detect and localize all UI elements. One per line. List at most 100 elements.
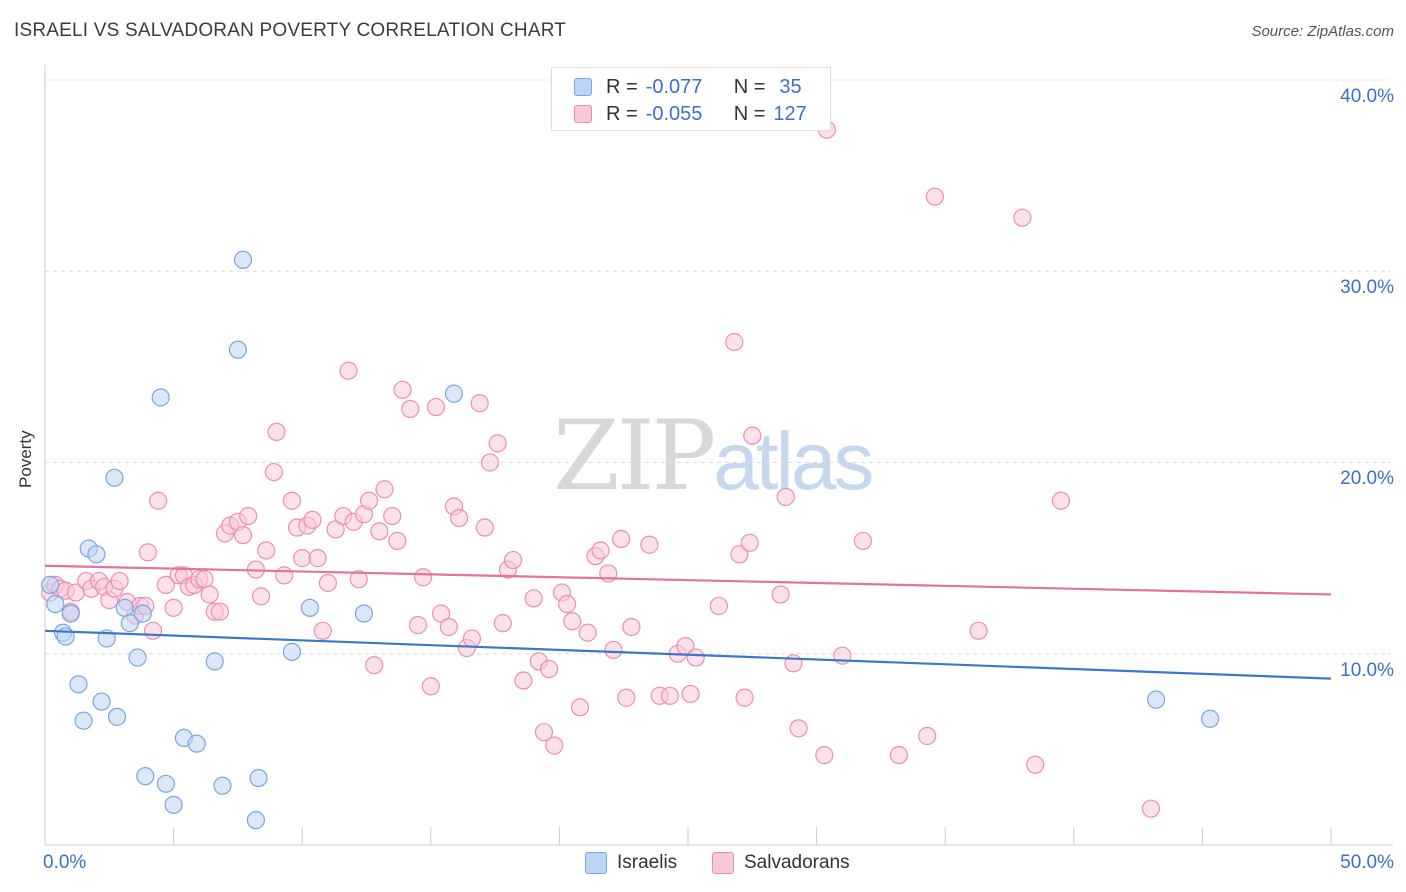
watermark-zip: ZIP <box>553 400 716 512</box>
salvadorans-point <box>264 462 284 482</box>
n-value: 127 <box>773 102 807 125</box>
salvadorans-point <box>200 585 219 604</box>
salvadorans-point <box>776 487 795 507</box>
israelis-point <box>1201 709 1220 728</box>
salvadorans-point <box>251 587 271 606</box>
salvadorans-point <box>514 671 533 690</box>
israelis-point <box>87 545 106 564</box>
salvadorans-point <box>318 573 338 593</box>
israelis-point <box>205 652 224 671</box>
salvadorans-point <box>604 640 623 660</box>
salvadorans-point <box>365 656 384 675</box>
salvadorans-point <box>1013 208 1032 227</box>
israelis-point <box>233 250 253 269</box>
israelis-point <box>300 598 320 617</box>
salvadorans-point <box>563 612 582 631</box>
salvadorans-point <box>771 585 790 604</box>
salvadorans-point <box>462 629 482 648</box>
israelis-point <box>164 795 183 814</box>
salvadorans-point <box>239 506 258 526</box>
legend-row-salvadorans: R = -0.055 N = 127 <box>574 101 807 127</box>
israelis-point <box>151 388 170 407</box>
r-value: -0.055 <box>645 102 703 125</box>
israelis-point <box>187 734 206 753</box>
salvadorans-point <box>853 531 872 551</box>
israelis-point <box>107 707 127 726</box>
salvadorans-point <box>1141 799 1161 818</box>
r-label: R = <box>606 102 638 125</box>
salvadorans-point <box>313 621 332 640</box>
watermark-atlas: atlas <box>713 416 874 507</box>
salvadorans-point <box>889 746 909 765</box>
salvadorans-point <box>421 677 440 696</box>
salvadorans-point <box>408 615 428 635</box>
salvadorans-point <box>388 531 407 551</box>
salvadorans-point <box>534 723 554 742</box>
salvadorans-point <box>918 726 937 746</box>
israelis-point <box>213 776 232 795</box>
salvadorans-point <box>725 332 744 352</box>
salvadorans-point <box>709 596 728 616</box>
n-value: 35 <box>779 75 802 98</box>
salvadorans-point <box>617 688 636 707</box>
israelis-point <box>115 598 134 617</box>
israelis-point <box>282 642 302 661</box>
salvadorans-point <box>558 594 577 614</box>
salvadorans-point <box>1026 755 1045 774</box>
salvadorans-point <box>488 434 507 453</box>
salvadorans-point <box>375 480 394 499</box>
salvadorans-point <box>195 570 214 589</box>
salvadorans-point <box>740 533 759 552</box>
grid-layer <box>45 79 1391 655</box>
israelis-point <box>249 768 268 788</box>
y-tick-label-40: 40.0% <box>1340 86 1394 107</box>
israelis-point <box>228 340 247 359</box>
salvadorans-point <box>570 698 590 717</box>
salvadorans-point <box>349 570 368 589</box>
salvadorans-point <box>401 399 420 419</box>
salvadorans-point <box>156 575 175 595</box>
israelis-point <box>46 594 65 614</box>
salvadorans-point <box>233 526 253 545</box>
salvadorans-point <box>493 614 512 633</box>
salvadorans-point <box>149 491 168 510</box>
salvadorans-point <box>138 543 157 562</box>
salvadorans-point <box>475 518 494 537</box>
israelis-point <box>136 767 155 786</box>
salvadorans-point <box>275 566 294 585</box>
salvadorans-point <box>504 550 523 570</box>
israelis-trend-line <box>44 629 1332 680</box>
israelis-point <box>354 604 374 623</box>
salvadorans-point <box>815 746 834 765</box>
israelis-point <box>41 575 60 595</box>
y-axis-label: Poverty <box>16 430 35 488</box>
israelis-point <box>156 774 175 793</box>
salvadorans-point <box>612 529 631 549</box>
salvadorans-point <box>686 648 705 667</box>
salvadorans-point <box>110 571 129 591</box>
israelis-point <box>120 614 139 633</box>
salvadorans-point <box>383 506 402 526</box>
israelis-point <box>74 711 93 730</box>
salvadorans-point <box>257 541 276 560</box>
salvadorans-point <box>326 520 345 539</box>
salvadorans-point <box>439 617 458 637</box>
legend-item-israelis: Israelis <box>585 852 677 874</box>
israelis-legend-label: Israelis <box>617 852 678 873</box>
salvadorans-point <box>359 491 379 510</box>
salvadorans-point <box>743 426 762 445</box>
salvadorans-point <box>660 686 680 705</box>
israelis-point <box>61 604 80 623</box>
salvadorans-swatch <box>574 105 592 123</box>
israelis-point <box>133 604 152 623</box>
salvadorans-point <box>267 422 286 441</box>
salvadorans-point <box>293 549 312 568</box>
salvadorans-point <box>426 397 446 417</box>
salvadorans-point <box>339 361 358 380</box>
israelis-point <box>92 692 111 711</box>
salvadorans-point <box>282 491 302 510</box>
israelis-point <box>444 384 464 403</box>
y-tick-label-20: 20.0% <box>1340 468 1394 489</box>
israelis-point <box>128 648 147 667</box>
salvadorans-point <box>210 602 229 621</box>
